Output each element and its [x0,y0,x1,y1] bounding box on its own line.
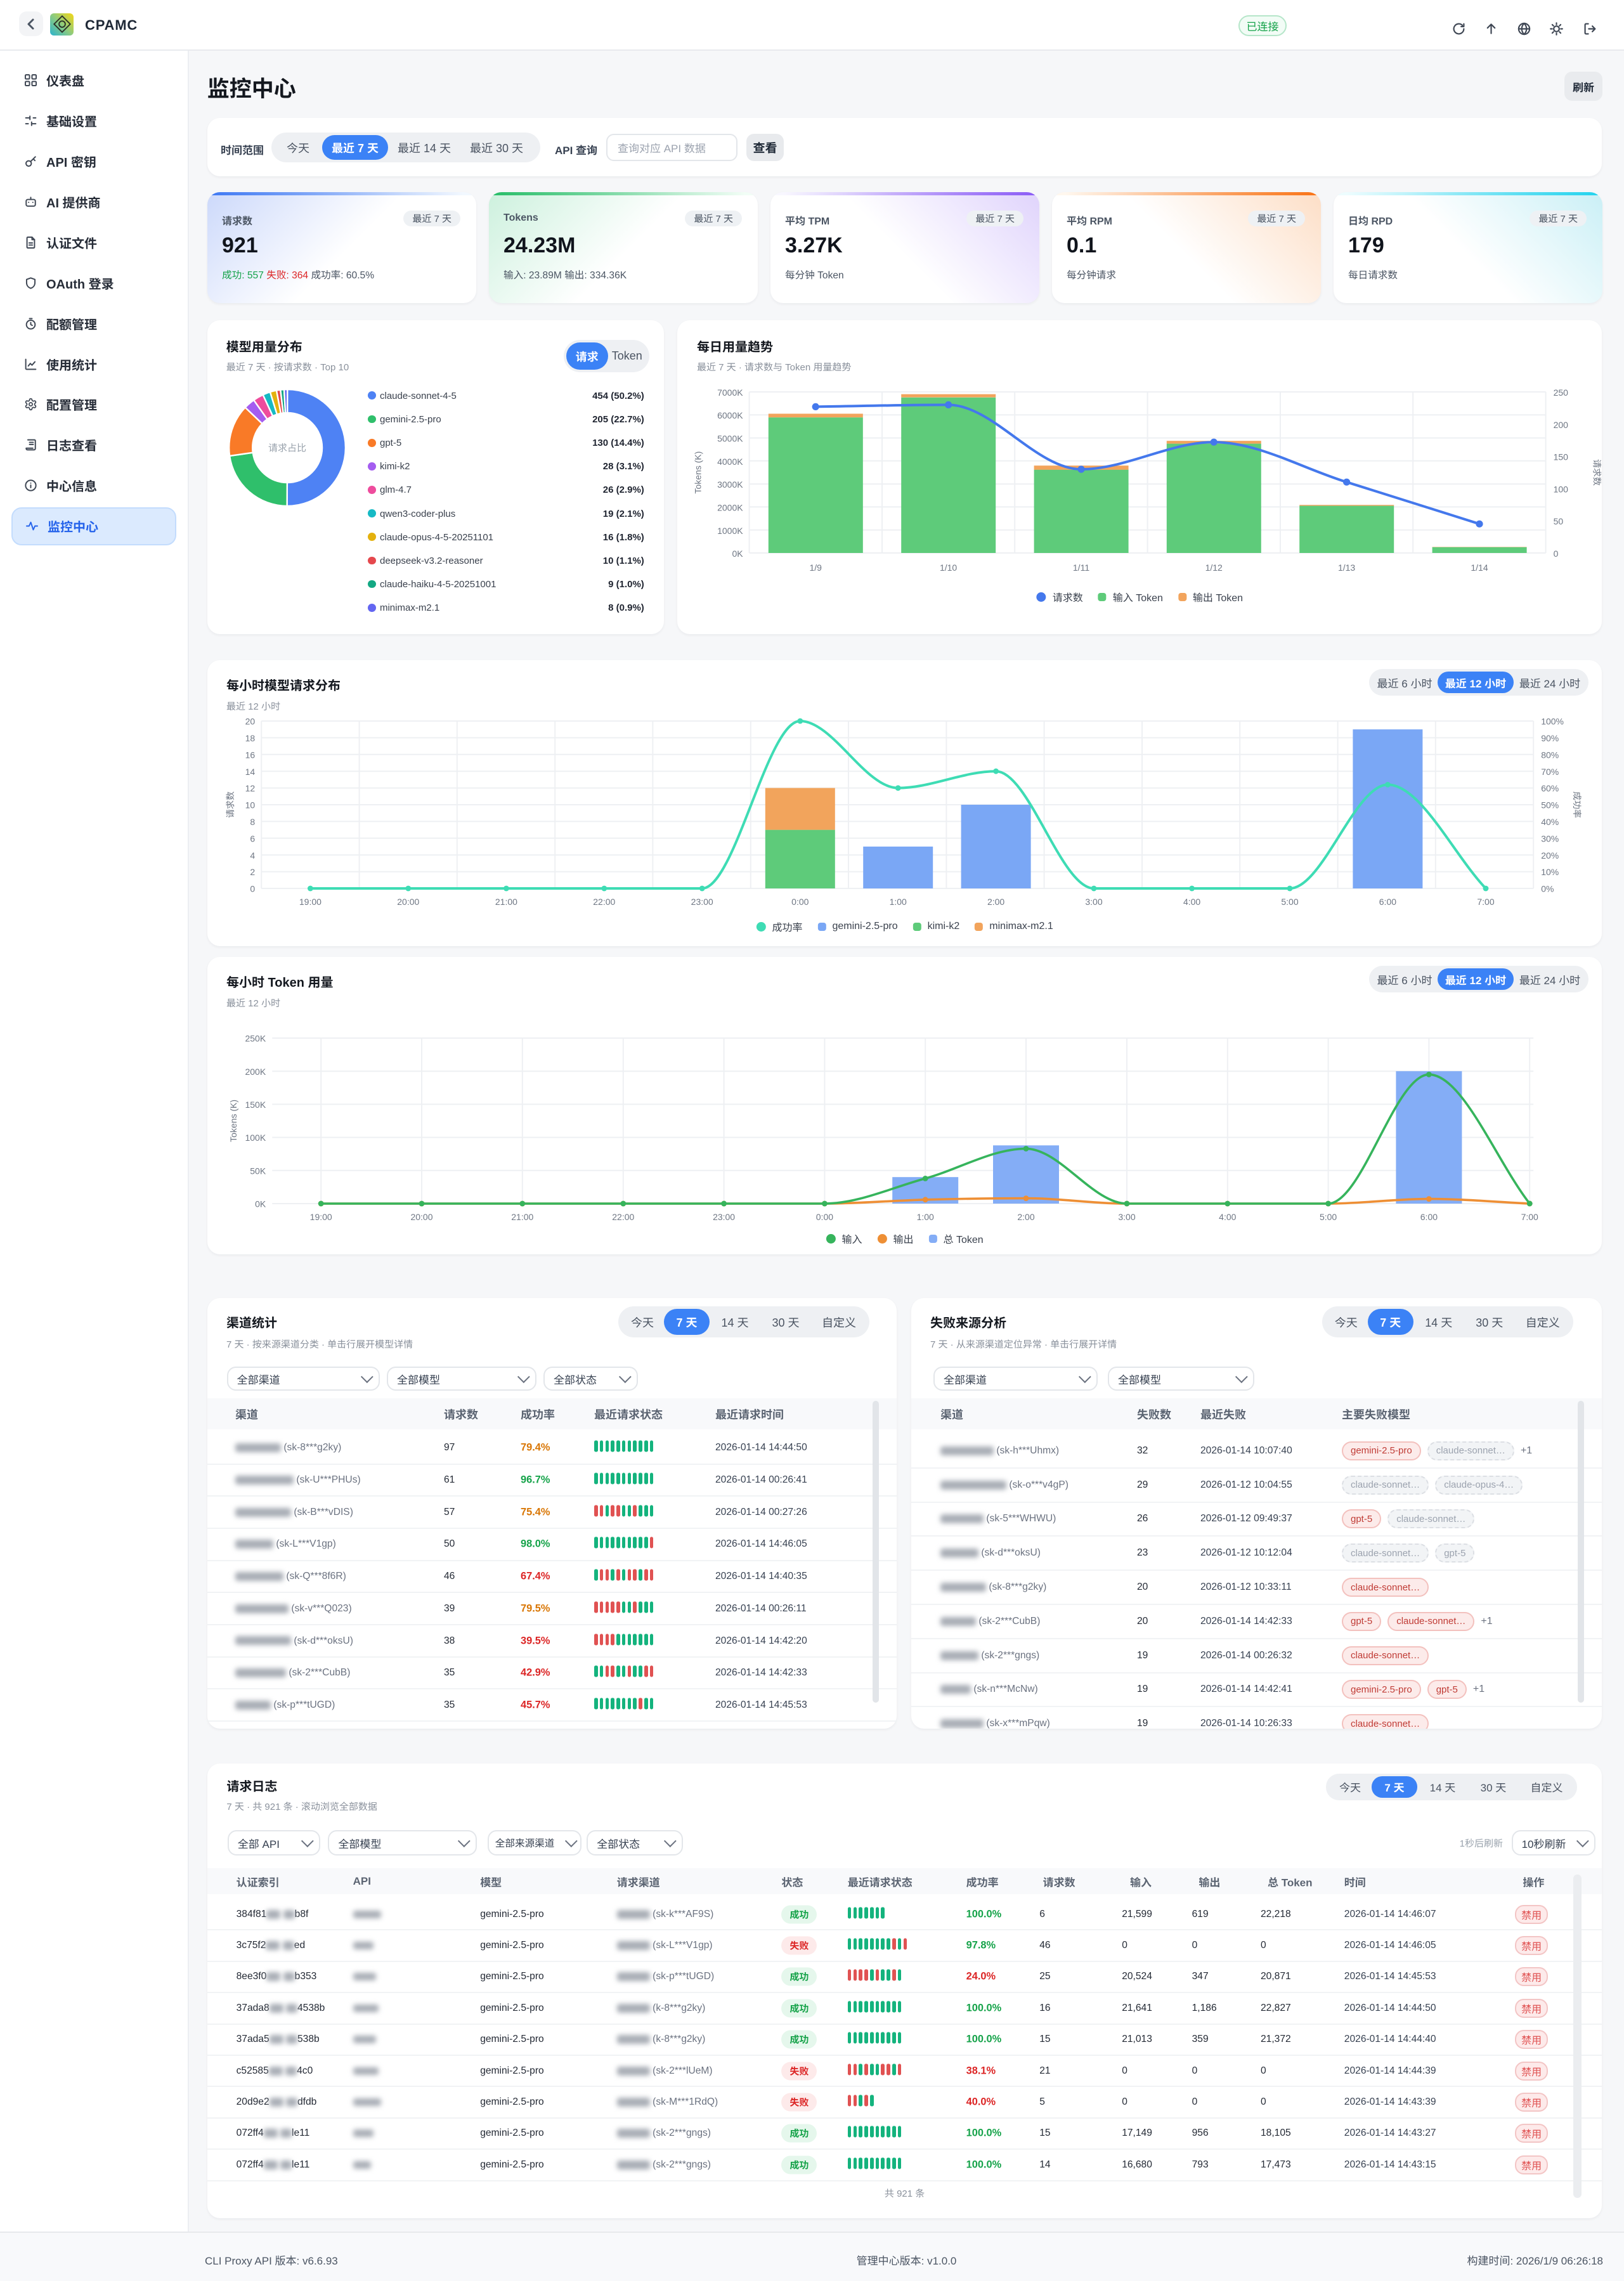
svg-text:1:00: 1:00 [889,897,906,907]
svg-text:6:00: 6:00 [1420,1212,1438,1222]
svg-text:1/11: 1/11 [1073,562,1089,573]
svg-text:10%: 10% [1541,867,1559,877]
svg-text:0%: 0% [1541,884,1554,894]
svg-text:5:00: 5:00 [1281,897,1298,907]
svg-text:200K: 200K [245,1067,266,1077]
svg-text:250: 250 [1554,387,1569,398]
svg-text:80%: 80% [1541,750,1559,760]
svg-text:100K: 100K [245,1133,266,1143]
svg-text:0: 0 [250,884,255,894]
svg-text:20:00: 20:00 [410,1212,432,1222]
svg-text:60%: 60% [1541,783,1559,793]
svg-text:7000K: 7000K [718,387,744,398]
svg-text:1000K: 1000K [718,526,744,536]
svg-text:22:00: 22:00 [593,897,615,907]
svg-text:100: 100 [1554,484,1569,494]
svg-text:50%: 50% [1541,800,1559,810]
svg-text:4:00: 4:00 [1183,897,1200,907]
svg-text:10: 10 [245,800,255,810]
svg-text:4: 4 [250,850,255,861]
svg-text:18: 18 [245,733,255,743]
svg-text:3:00: 3:00 [1085,897,1102,907]
svg-text:4:00: 4:00 [1219,1212,1236,1222]
svg-text:0:00: 0:00 [791,897,809,907]
svg-text:5:00: 5:00 [1320,1212,1337,1222]
svg-text:20:00: 20:00 [397,897,419,907]
svg-text:5000K: 5000K [718,434,744,444]
svg-text:21:00: 21:00 [511,1212,533,1222]
svg-text:请求数: 请求数 [225,791,235,818]
svg-text:1:00: 1:00 [916,1212,933,1222]
svg-text:1/9: 1/9 [810,562,822,573]
svg-text:22:00: 22:00 [612,1212,634,1222]
svg-text:8: 8 [250,817,255,827]
svg-text:19:00: 19:00 [309,1212,332,1222]
svg-text:4000K: 4000K [718,457,744,467]
svg-text:100%: 100% [1541,717,1564,727]
svg-text:2:00: 2:00 [1017,1212,1034,1222]
svg-text:50K: 50K [250,1166,266,1176]
svg-text:21:00: 21:00 [495,897,517,907]
svg-text:Tokens (K): Tokens (K) [228,1100,238,1142]
svg-text:16: 16 [245,750,255,760]
svg-text:请求数: 请求数 [1592,459,1602,486]
svg-text:1/12: 1/12 [1205,562,1223,573]
svg-text:150: 150 [1554,452,1569,462]
svg-text:14: 14 [245,767,255,777]
svg-text:3:00: 3:00 [1118,1212,1135,1222]
svg-text:1/13: 1/13 [1338,562,1355,573]
svg-text:6: 6 [250,833,255,843]
svg-text:7:00: 7:00 [1521,1212,1538,1222]
svg-text:2: 2 [250,867,255,877]
svg-text:200: 200 [1554,420,1569,430]
svg-text:7:00: 7:00 [1477,897,1494,907]
svg-text:成功率: 成功率 [1572,791,1582,818]
svg-text:250K: 250K [245,1034,266,1044]
svg-text:3000K: 3000K [718,479,744,490]
svg-text:6000K: 6000K [718,410,744,420]
svg-text:0K: 0K [732,549,744,559]
svg-text:1/14: 1/14 [1471,562,1488,573]
svg-text:20: 20 [245,717,255,727]
svg-text:23:00: 23:00 [713,1212,735,1222]
svg-text:50: 50 [1554,516,1564,526]
svg-text:6:00: 6:00 [1379,897,1396,907]
svg-text:12: 12 [245,783,255,793]
svg-text:2000K: 2000K [718,502,744,512]
svg-text:Tokens (K): Tokens (K) [693,452,703,494]
svg-text:40%: 40% [1541,817,1559,827]
svg-text:150K: 150K [245,1100,266,1110]
svg-text:70%: 70% [1541,767,1559,777]
svg-text:1/10: 1/10 [940,562,957,573]
svg-text:0:00: 0:00 [816,1212,833,1222]
svg-text:90%: 90% [1541,733,1559,743]
svg-text:0K: 0K [255,1199,266,1209]
svg-text:30%: 30% [1541,833,1559,843]
svg-text:2:00: 2:00 [987,897,1004,907]
svg-text:0: 0 [1554,549,1559,559]
svg-text:23:00: 23:00 [691,897,713,907]
svg-text:20%: 20% [1541,850,1559,861]
svg-text:19:00: 19:00 [299,897,322,907]
